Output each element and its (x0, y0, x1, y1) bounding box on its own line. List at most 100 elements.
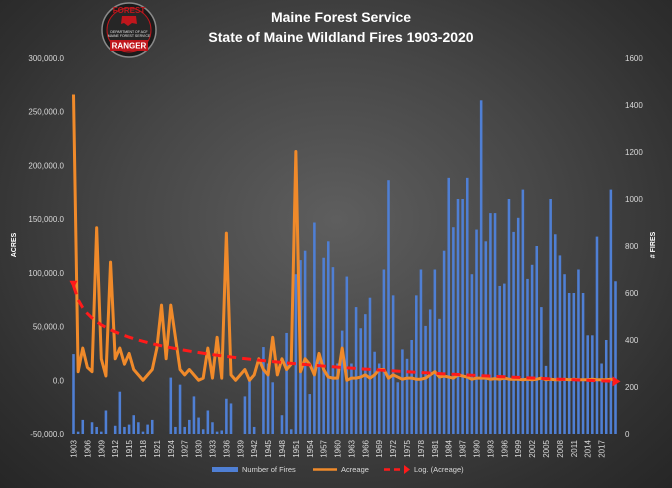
fires-bar (558, 255, 562, 434)
fires-bar (442, 250, 446, 434)
y2-tick-label: 1000 (625, 195, 643, 204)
fires-bar (243, 396, 247, 434)
fires-bar (220, 430, 224, 434)
fires-bar (146, 424, 149, 434)
fires-bar (350, 363, 353, 434)
y-tick-label: 150,000.0 (28, 215, 64, 224)
y-tick-label: 50,000.0 (33, 323, 65, 332)
fires-bar (340, 330, 344, 434)
fires-bar (188, 419, 191, 434)
fires-bar (90, 422, 94, 434)
legend: Number of Fires Acreage Log. (Acreage) (212, 465, 464, 474)
fires-bar (391, 295, 395, 434)
fires-bar (452, 227, 455, 434)
y-tick-label: 100,000.0 (28, 269, 64, 278)
y2-tick-label: 1400 (625, 101, 643, 110)
y2-tick-label: 800 (625, 242, 639, 251)
x-tick-label: 1915 (125, 439, 134, 457)
fires-bar (577, 269, 580, 434)
acreage-lines (69, 94, 621, 387)
x-tick-label: 1927 (181, 439, 190, 457)
fires-bar (609, 189, 613, 434)
x-tick-label: 1963 (347, 439, 356, 457)
fires-bar (322, 257, 325, 434)
legend-label-acreage: Acreage (341, 465, 369, 474)
x-axis-ticks: 1903 1906 1909 1912 1915 1918 1921 1924 1927 1930… (70, 439, 607, 457)
x-tick-label: 1960 (334, 439, 343, 457)
fires-bar (382, 269, 386, 434)
fires-bar (252, 426, 256, 434)
badge-top-text: FOREST (113, 6, 146, 15)
x-tick-label: 1912 (111, 439, 120, 457)
x-tick-label: 1933 (208, 439, 217, 457)
fires-bar (461, 199, 464, 434)
x-tick-label: 1951 (292, 439, 301, 457)
fires-bar (225, 398, 228, 434)
fires-bar (410, 340, 413, 434)
x-tick-label: 1942 (250, 439, 259, 457)
y-axis-label: ACRES (11, 232, 18, 257)
fires-bar (489, 213, 492, 434)
x-tick-label: 1954 (306, 439, 315, 457)
fires-bar (405, 358, 409, 434)
x-tick-label: 1903 (70, 439, 79, 457)
fires-bar (368, 297, 372, 434)
x-tick-label: 1978 (417, 439, 426, 457)
maine-shape-icon (121, 16, 137, 26)
y-tick-label: 250,000.0 (28, 108, 64, 117)
fires-bar (415, 295, 418, 434)
fires-bar (516, 217, 520, 434)
x-tick-label: 1990 (473, 439, 482, 457)
y2-tick-label: 200 (625, 383, 639, 392)
x-tick-label: 1999 (514, 439, 523, 457)
y2-tick-label: 600 (625, 289, 639, 298)
fires-bar (327, 241, 330, 434)
fires-bar (137, 422, 140, 434)
fires-bar (567, 293, 571, 434)
fires-bar (289, 429, 293, 434)
fires-bar (280, 415, 284, 434)
badge-ribbon (110, 40, 148, 51)
fires-bar (132, 415, 135, 434)
fires-bar (549, 199, 552, 434)
fires-bar (127, 424, 131, 434)
fires-bar (345, 276, 349, 434)
y-axis-ticks: -50,000.0 0.0 50,000.0 100,000.0 150,000.0 20… (28, 54, 64, 439)
y-tick-label: -50,000.0 (30, 430, 64, 439)
fires-bar (95, 426, 98, 434)
legend-label-trend: Log. (Acreage) (414, 465, 464, 474)
y2-tick-label: 1600 (625, 54, 643, 63)
fires-bar (100, 431, 103, 434)
x-tick-label: 1930 (195, 439, 204, 457)
fires-bar (373, 351, 376, 434)
fires-bar (591, 335, 594, 434)
x-tick-label: 2014 (584, 439, 593, 457)
fires-bar (484, 241, 488, 434)
fires-bar (192, 396, 196, 434)
fires-bar (572, 293, 576, 434)
fires-bar (123, 426, 126, 434)
fires-bar (396, 382, 400, 434)
x-tick-label: 1936 (222, 439, 231, 457)
x-tick-label: 1969 (375, 439, 384, 457)
fires-bar (271, 382, 274, 434)
fires-bar (377, 363, 381, 434)
x-tick-label: 1987 (459, 439, 468, 457)
fires-bar (113, 425, 117, 434)
fires-bar (211, 422, 214, 434)
fires-bar (354, 307, 358, 434)
fires-bar (174, 426, 177, 434)
fires-bar (317, 356, 321, 434)
fires-bar (600, 363, 603, 434)
y-tick-label: 300,000.0 (28, 54, 64, 63)
fires-bar (554, 234, 557, 434)
fires-bar (262, 347, 265, 434)
y2-axis-label: # FIRES (650, 231, 657, 258)
x-tick-label: 1972 (389, 439, 398, 457)
fires-bar (294, 274, 298, 434)
fires-bar (526, 278, 529, 434)
fires-bar (479, 100, 483, 435)
x-tick-label: 1921 (153, 439, 162, 457)
fires-bar (150, 419, 154, 434)
fires-bar (604, 340, 608, 434)
